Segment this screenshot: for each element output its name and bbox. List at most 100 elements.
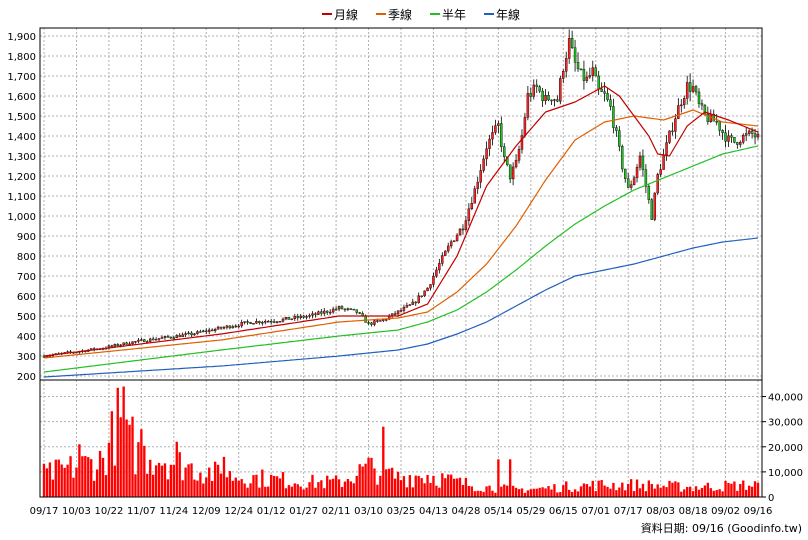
candle-body <box>541 90 544 102</box>
candle-body <box>190 332 193 336</box>
candle-body <box>255 321 258 324</box>
volume-bar <box>355 475 358 497</box>
candle-body <box>556 99 559 102</box>
volume-bar <box>538 487 541 497</box>
price-tick-label: 400 <box>17 332 36 343</box>
volume-tick-label: 10,000 <box>768 468 803 479</box>
volume-bar <box>255 474 258 497</box>
volume-bar <box>213 461 217 497</box>
candle-body <box>382 319 385 321</box>
candle-body <box>246 321 249 323</box>
candle-body <box>756 133 760 138</box>
volume-bar <box>429 482 432 497</box>
volume-bar <box>550 489 553 497</box>
volume-bar <box>556 492 559 497</box>
volume-bar <box>606 486 609 497</box>
volume-bar <box>541 487 544 497</box>
candle-body <box>564 58 568 72</box>
candle-body <box>269 320 273 323</box>
candle-body <box>603 91 606 94</box>
volume-bar <box>337 479 341 497</box>
candle-body <box>181 334 184 338</box>
candle-body <box>505 156 509 165</box>
volume-bar <box>659 487 662 497</box>
volume-bar <box>320 480 323 497</box>
volume-bar <box>376 484 379 497</box>
candle-body <box>691 86 695 92</box>
volume-bar <box>169 464 173 497</box>
candle-body <box>231 326 235 329</box>
volume-bar <box>199 472 202 497</box>
monthly-ma-line <box>43 85 759 357</box>
candle-body <box>615 127 618 131</box>
candle-body <box>243 321 246 323</box>
candle-body <box>606 93 609 100</box>
volume-bar <box>243 483 246 497</box>
candle-body <box>559 78 562 102</box>
candle-body <box>272 321 276 323</box>
candle-body <box>446 245 450 252</box>
candle-body <box>659 169 662 175</box>
volume-bar <box>210 480 214 497</box>
candle-body <box>464 220 468 230</box>
x-tick-label: 02/11 <box>322 506 351 517</box>
candle-body <box>573 47 577 63</box>
candle-body <box>131 341 134 345</box>
legend: 月線 季線 半年 年線 <box>322 7 520 22</box>
volume-tick-label: 20,000 <box>768 443 803 454</box>
candle-body <box>128 343 131 346</box>
candle-body <box>216 326 220 330</box>
volume-bar <box>299 486 302 497</box>
volume-bar <box>677 482 680 497</box>
candle-body <box>385 319 388 321</box>
volume-bar <box>370 457 373 497</box>
candle-body <box>461 228 465 231</box>
volume-bar <box>747 485 751 497</box>
x-tick-label: 09/16 <box>744 506 773 517</box>
volume-bar <box>311 474 314 497</box>
candle-body <box>308 315 311 317</box>
volume-bar <box>511 485 515 497</box>
candle-body <box>249 322 252 324</box>
candle-body <box>122 342 125 346</box>
volume-bar <box>588 486 592 497</box>
candle-body <box>408 304 412 306</box>
volume-bar <box>390 467 394 497</box>
candle-body <box>166 336 170 338</box>
volume-bar <box>520 488 524 497</box>
volume-bar <box>296 484 299 497</box>
candle-body <box>736 142 739 145</box>
volume-bar <box>712 490 715 497</box>
volume-bar <box>231 480 235 497</box>
volume-bar <box>455 478 459 497</box>
candle-body <box>665 142 668 155</box>
x-tick-label: 12/24 <box>224 506 253 517</box>
candle-body <box>650 199 654 220</box>
volume-bar <box>479 490 482 497</box>
volume-bar <box>308 482 311 497</box>
candle-body <box>172 337 176 339</box>
candle-body <box>302 315 305 318</box>
volume-bar <box>63 467 66 497</box>
volume-bar <box>529 489 532 497</box>
volume-bar <box>154 465 158 497</box>
candle-body <box>444 250 447 256</box>
volume-bar <box>629 479 633 497</box>
volume-bar <box>172 464 175 497</box>
volume-bar <box>411 487 414 497</box>
volume-bar <box>287 485 291 497</box>
volume-bar <box>662 485 665 497</box>
candle-body <box>219 326 223 329</box>
candle-body <box>715 121 718 123</box>
volume-bar <box>426 475 429 497</box>
volume-bar <box>187 464 190 497</box>
volume-bar <box>343 481 347 497</box>
candle-body <box>562 71 565 79</box>
x-tick-label: 07/01 <box>581 506 610 517</box>
candle-body <box>529 93 533 97</box>
volume-bar <box>402 476 406 497</box>
volume-bar <box>449 474 453 497</box>
x-tick-label: 05/29 <box>516 506 545 517</box>
candle-body <box>222 327 226 329</box>
volume-bar <box>597 480 600 497</box>
